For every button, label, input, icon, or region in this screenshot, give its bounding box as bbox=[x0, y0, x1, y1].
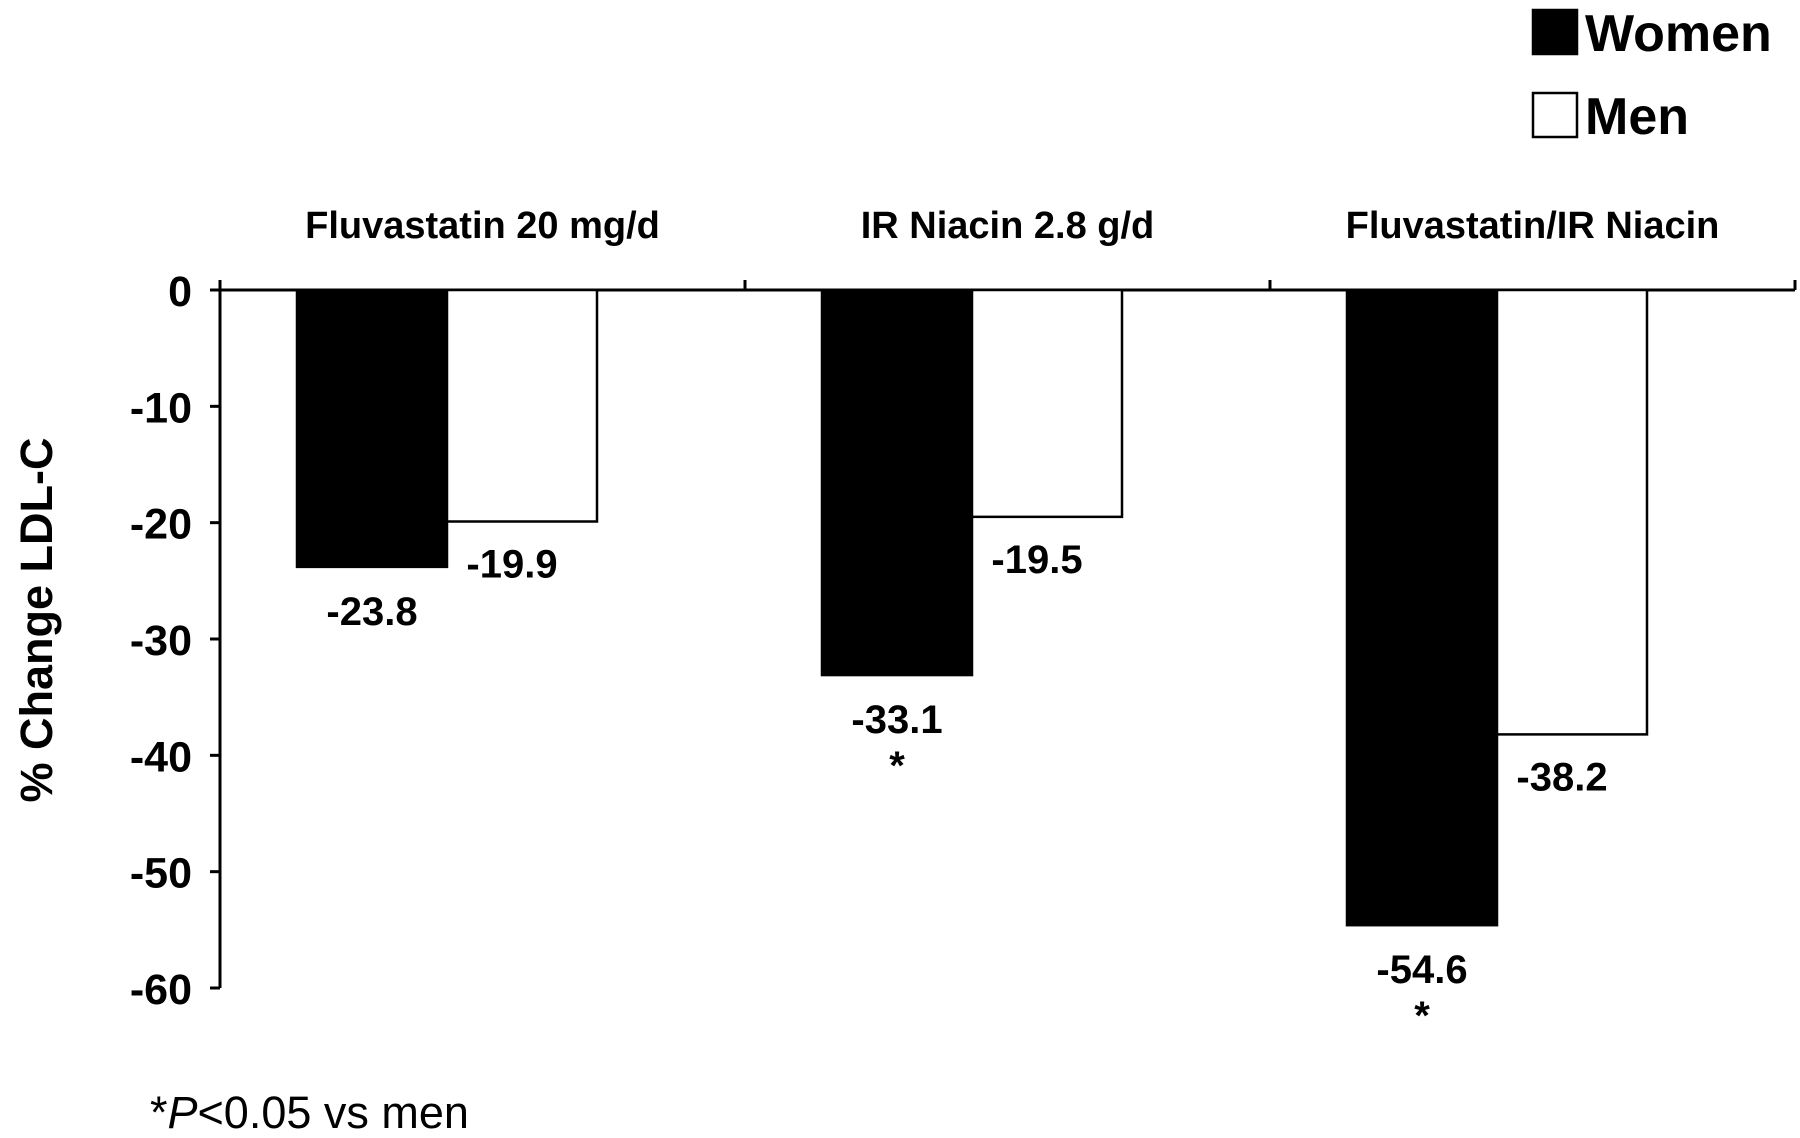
data-label: -19.5 bbox=[991, 538, 1082, 582]
category-labels: Fluvastatin 20 mg/d IR Niacin 2.8 g/d Fluv… bbox=[305, 205, 1719, 247]
data-label: -54.6 bbox=[1376, 948, 1467, 992]
axes: 0 -10 -20 -30 -40 -50 -60 bbox=[130, 268, 1797, 1014]
significance-marker: * bbox=[1414, 994, 1430, 1038]
bar-women bbox=[820, 288, 974, 677]
data-labels: -23.8-33.1*-54.6*-19.9 -19.5-38.2 bbox=[326, 538, 1607, 1038]
legend: Women Men bbox=[1531, 5, 1772, 146]
y-tick-label: -60 bbox=[130, 966, 192, 1014]
legend-swatch-men bbox=[1531, 91, 1579, 139]
y-axis-title: % Change LDL-C bbox=[11, 438, 62, 803]
category-label: Fluvastatin/IR Niacin bbox=[1346, 205, 1720, 247]
data-label: -19.9 bbox=[466, 543, 557, 587]
category-label: IR Niacin 2.8 g/d bbox=[861, 205, 1155, 247]
bar-women bbox=[1345, 288, 1499, 927]
category-label: Fluvastatin 20 mg/d bbox=[305, 205, 660, 247]
data-label: -38.2 bbox=[1516, 755, 1607, 799]
y-tick-label: -50 bbox=[130, 850, 192, 898]
footnote-p-symbol: P bbox=[167, 1087, 198, 1138]
data-label: -33.1 bbox=[851, 698, 942, 742]
bar-men bbox=[1495, 288, 1649, 736]
legend-swatch-women bbox=[1531, 8, 1579, 56]
y-tick-label: -40 bbox=[130, 733, 192, 781]
bar-men bbox=[445, 288, 599, 523]
bars bbox=[295, 288, 1649, 927]
y-tick-label: -10 bbox=[130, 384, 192, 432]
y-tick-label: -20 bbox=[130, 501, 192, 549]
y-tick-label: 0 bbox=[168, 268, 192, 316]
significance-marker: * bbox=[889, 744, 905, 788]
significance-footnote: *P<0.05 vs men bbox=[150, 1090, 469, 1135]
legend-label-women: Women bbox=[1585, 5, 1772, 63]
footnote-text: <0.05 vs men bbox=[197, 1087, 469, 1138]
bar-men bbox=[970, 288, 1124, 519]
legend-label-men: Men bbox=[1585, 88, 1689, 146]
bar-women bbox=[295, 288, 449, 569]
footnote-star: * bbox=[150, 1087, 168, 1138]
data-label: -23.8 bbox=[326, 590, 417, 634]
y-tick-label: -30 bbox=[130, 617, 192, 665]
